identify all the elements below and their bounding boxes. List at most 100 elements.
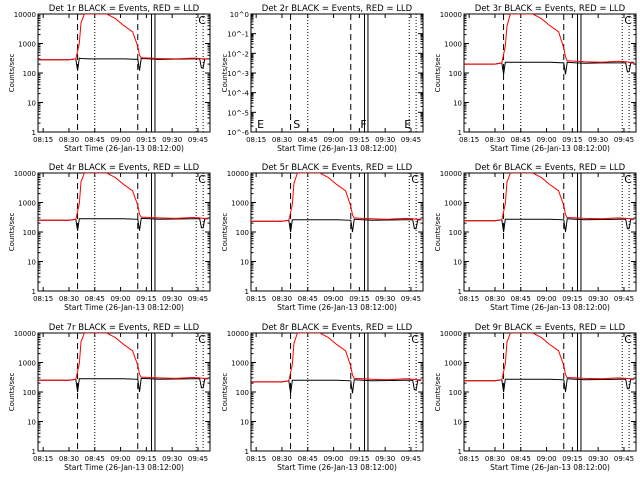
series-line-events [38,57,209,71]
series-line-events [464,378,635,393]
x-tick-label: 08:15 [33,295,53,303]
x-tick-label: 08:30 [272,136,292,144]
y-tick-label: 10 [27,100,36,108]
event-mark-label: C [624,14,632,27]
x-tick-label: 09:00 [536,136,556,144]
chart-title: Det 4r BLACK = Events, RED = LLD [49,163,200,173]
x-tick-label: 09:00 [323,455,343,463]
series-line-lld [38,14,209,61]
chart-title: Det 7r BLACK = Events, RED = LLD [49,323,200,333]
x-tick-label: 09:30 [588,136,608,144]
y-tick-label: 1 [32,129,36,137]
chart-panel-7: Det 7r BLACK = Events, RED = LLD 08:15 08:… [8,323,211,472]
x-tick-label: 08:15 [33,136,53,144]
plot-frame [37,332,211,452]
chart-panel-4: Det 4r BLACK = Events, RED = LLD 08:15 08:… [8,163,211,312]
x-tick-label: 09:45 [401,295,421,303]
plot-frame [463,13,637,133]
chart-panel-1: Det 1r BLACK = Events, RED = LLD 08:15 08:… [8,4,211,153]
x-tick-label: 08:45 [85,295,105,303]
plot-frame [37,13,211,133]
x-tick-label: 08:45 [511,455,531,463]
plot-frame [37,172,211,292]
event-mark-label: E [404,118,411,131]
y-axis-label: Counts/sec [8,373,16,412]
x-tick-label: 08:15 [246,455,266,463]
y-tick-label: 100 [449,70,462,78]
x-tick-label: 08:15 [459,455,479,463]
event-mark-label: E [257,118,264,131]
plot-frame [250,13,424,133]
chart-title: Det 2r BLACK = Events, RED = LLD [262,4,413,14]
series-line-lld [464,173,635,222]
x-tick-label: 09:45 [401,136,421,144]
y-axis-label: Counts/sec [221,213,229,252]
x-tick-label: 09:15 [562,455,582,463]
series-line-events [38,377,209,393]
y-tick-label: 1 [245,288,249,296]
y-tick-label: 1000 [231,360,249,368]
x-tick-label: 09:00 [323,295,343,303]
x-tick-label: 09:30 [375,136,395,144]
x-tick-label: 08:15 [246,295,266,303]
chart-panel-5: Det 5r BLACK = Events, RED = LLD 08:15 08:… [221,163,424,312]
x-tick-label: 09:45 [401,455,421,463]
x-axis-label: Start Time (26-Jan-13 08:12:00) [490,303,610,312]
x-axis-label: Start Time (26-Jan-13 08:12:00) [490,463,610,472]
series-line-events [464,61,635,75]
y-tick-label: 1 [245,448,249,456]
x-tick-label: 09:15 [562,295,582,303]
series-line-events [251,379,422,394]
event-mark-label: C [624,333,632,346]
y-tick-label: 10000 [227,170,249,178]
y-tick-label: 1 [458,288,462,296]
x-tick-label: 08:30 [272,295,292,303]
y-tick-label: 100 [236,389,249,397]
y-tick-label: 10000 [440,330,462,338]
x-tick-label: 08:45 [511,136,531,144]
y-tick-label: 1 [458,448,462,456]
y-tick-label: 1 [458,129,462,137]
x-tick-label: 08:30 [59,295,79,303]
chart-title: Det 1r BLACK = Events, RED = LLD [49,4,200,14]
y-tick-label: 10000 [14,170,36,178]
series-line-lld [251,173,422,222]
chart-panel-8: Det 8r BLACK = Events, RED = LLD 08:15 08:… [221,323,424,472]
x-tick-label: 09:15 [349,136,369,144]
x-tick-label: 09:30 [588,295,608,303]
x-tick-label: 09:30 [162,295,182,303]
series-line-lld [38,333,209,381]
y-tick-label: 10000 [440,170,462,178]
x-axis-label: Start Time (26-Jan-13 08:12:00) [277,303,397,312]
x-axis-label: Start Time (26-Jan-13 08:12:00) [490,144,610,153]
x-tick-label: 09:15 [562,136,582,144]
event-mark-label: C [411,333,419,346]
chart-panel-2: Det 2r BLACK = Events, RED = LLD 08:15 08:… [221,4,424,153]
y-tick-label: 10 [27,259,36,267]
y-tick-label: 10^-3 [227,70,249,78]
y-tick-label: 10 [453,259,462,267]
y-tick-label: 10^-2 [227,50,249,58]
y-tick-label: 10000 [440,11,462,19]
y-tick-label: 100 [449,389,462,397]
y-tick-label: 1 [32,288,36,296]
series-line-lld [464,14,635,65]
chart-title: Det 3r BLACK = Events, RED = LLD [475,4,626,14]
y-tick-label: 1000 [231,200,249,208]
y-tick-label: 10^-5 [227,109,249,117]
x-tick-label: 08:15 [459,136,479,144]
y-tick-label: 10 [240,259,249,267]
x-tick-label: 08:45 [298,455,318,463]
plot-frame [463,332,637,452]
y-tick-label: 1000 [18,200,36,208]
series-line-lld [251,333,422,383]
x-tick-label: 08:30 [485,295,505,303]
y-axis-label: Counts/sec [434,213,442,252]
event-mark-label: S [293,118,300,131]
x-tick-label: 09:00 [110,455,130,463]
x-tick-label: 08:30 [272,455,292,463]
series-line-events [464,218,635,233]
x-tick-label: 08:15 [459,295,479,303]
y-tick-label: 100 [449,229,462,237]
